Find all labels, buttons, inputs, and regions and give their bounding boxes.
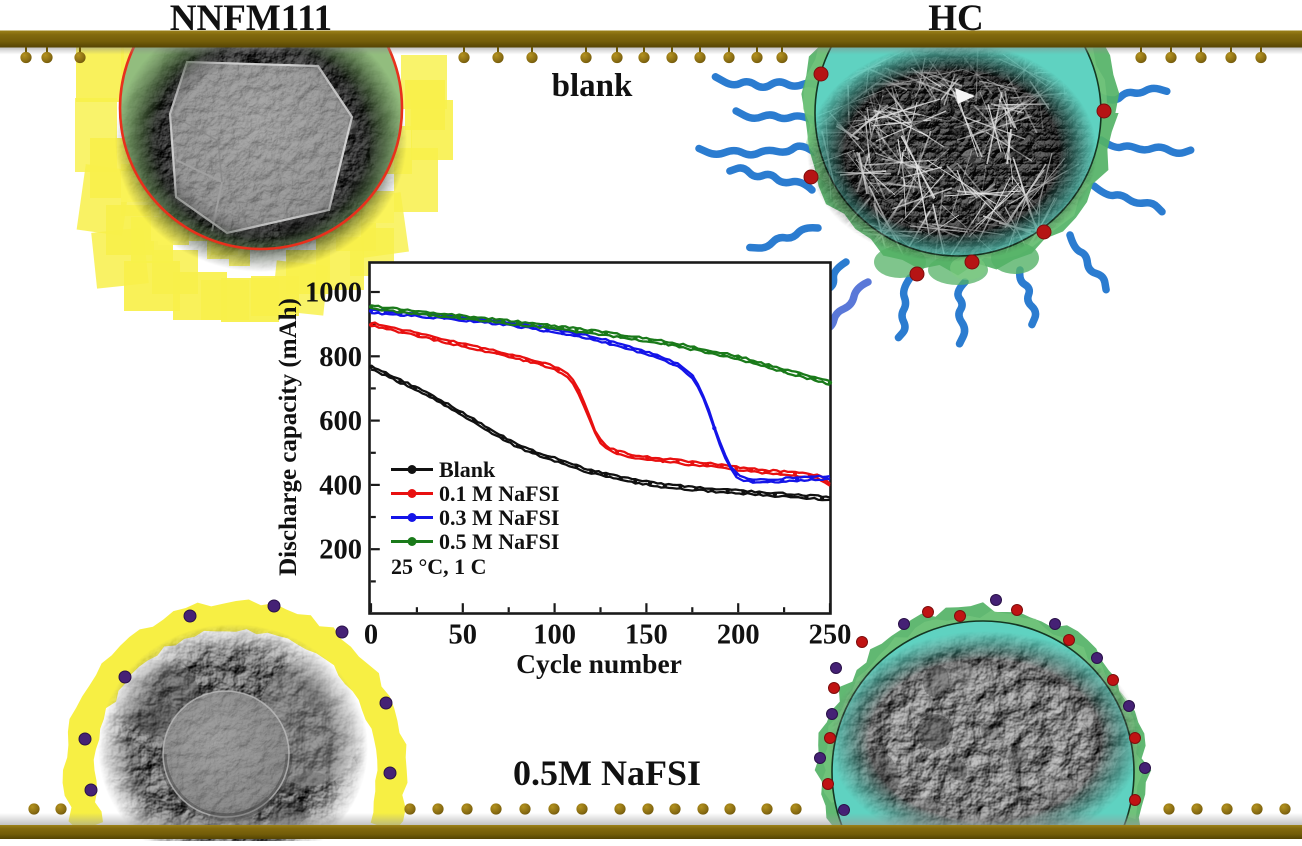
svg-text:200: 200 (717, 620, 760, 651)
svg-text:HC: HC (928, 0, 984, 39)
svg-text:0.5M NaFSI: 0.5M NaFSI (513, 753, 701, 793)
svg-text:0.1 M NaFSI: 0.1 M NaFSI (439, 481, 559, 506)
svg-text:Blank: Blank (439, 457, 496, 482)
svg-text:800: 800 (319, 342, 362, 373)
svg-text:blank: blank (552, 68, 633, 104)
svg-text:25 °C, 1 C: 25 °C, 1 C (391, 554, 487, 579)
svg-text:0.3 M NaFSI: 0.3 M NaFSI (439, 505, 559, 530)
svg-text:150: 150 (625, 620, 668, 651)
svg-text:400: 400 (319, 470, 362, 501)
svg-text:200: 200 (319, 535, 362, 566)
svg-text:Discharge capacity (mAh): Discharge capacity (mAh) (275, 298, 302, 576)
svg-text:50: 50 (449, 620, 478, 651)
svg-text:NNFM111: NNFM111 (170, 0, 332, 39)
svg-text:0.5 M NaFSI: 0.5 M NaFSI (439, 529, 559, 554)
svg-text:100: 100 (533, 620, 576, 651)
svg-text:600: 600 (319, 406, 362, 437)
svg-text:Cycle number: Cycle number (516, 648, 682, 679)
svg-text:1000: 1000 (305, 278, 362, 309)
